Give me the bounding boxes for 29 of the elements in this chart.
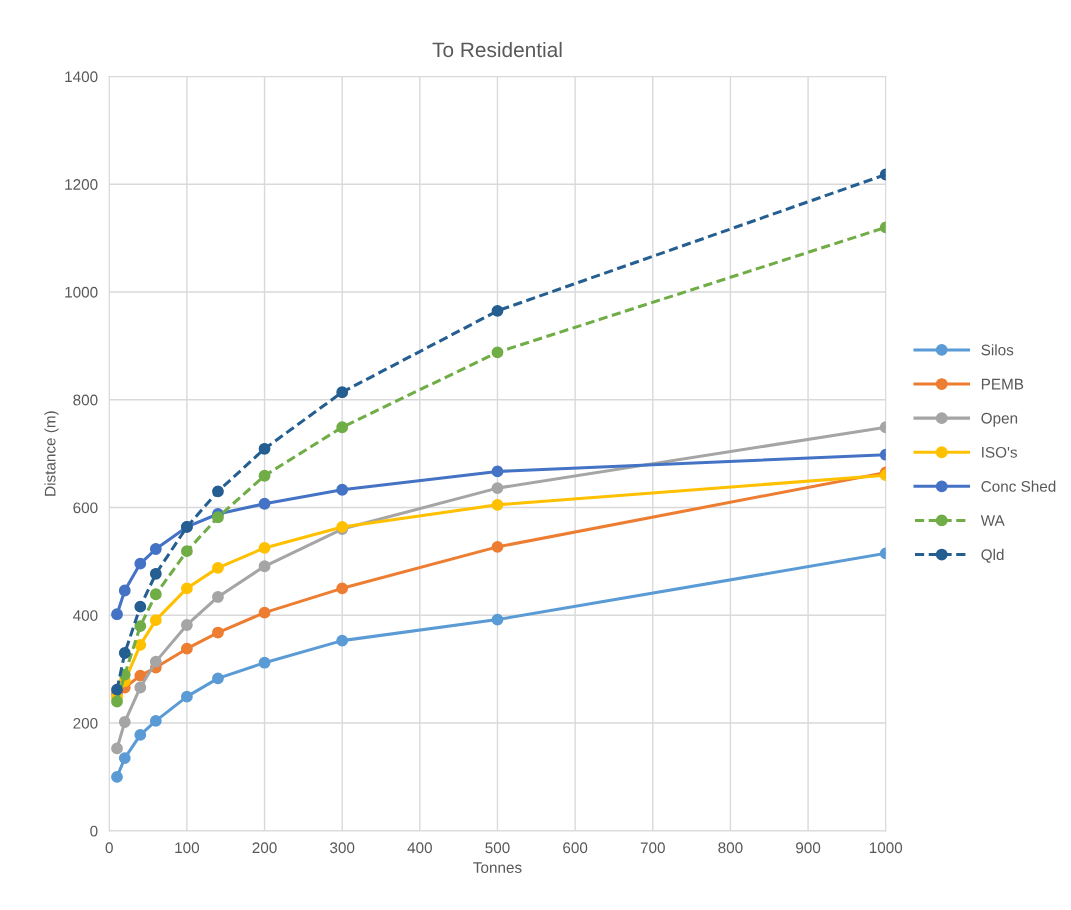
x-tick-label: 1000 [869,842,903,854]
x-axis-title: Tonnes [473,862,522,873]
y-tick-label: 1200 [65,179,98,190]
chart-title: To Residential [432,41,562,58]
y-tick-label: 800 [73,394,98,406]
legend-label: Conc Shed [981,480,1056,492]
x-tick-label: 800 [718,842,743,854]
x-tick-label: 600 [563,842,588,854]
legend-label: ISO's [982,446,1018,458]
y-tick-label: 400 [72,610,98,621]
x-tick-label: 100 [175,842,200,854]
legend-label: Open [981,412,1018,427]
x-tick-label: 500 [485,842,510,854]
x-tick-label: 300 [330,842,355,854]
x-tick-label: 400 [407,842,432,854]
legend-label: Qld [981,548,1004,563]
y-tick-label: 0 [90,825,98,837]
legend-label: Silos [981,344,1014,356]
legend-label: PEMB [981,378,1024,390]
y-tick-label: 200 [73,717,98,729]
legend-label: WA [980,515,1005,526]
x-tick-label: 900 [796,842,821,854]
x-tick-label: 200 [252,842,277,854]
y-tick-label: 1000 [65,286,98,298]
y-tick-label: 600 [73,502,98,514]
y-tick-label: 1400 [65,71,98,83]
x-tick-label: 0 [105,842,113,854]
y-axis-title: Distance (m) [44,411,59,496]
x-tick-label: 700 [640,842,665,854]
